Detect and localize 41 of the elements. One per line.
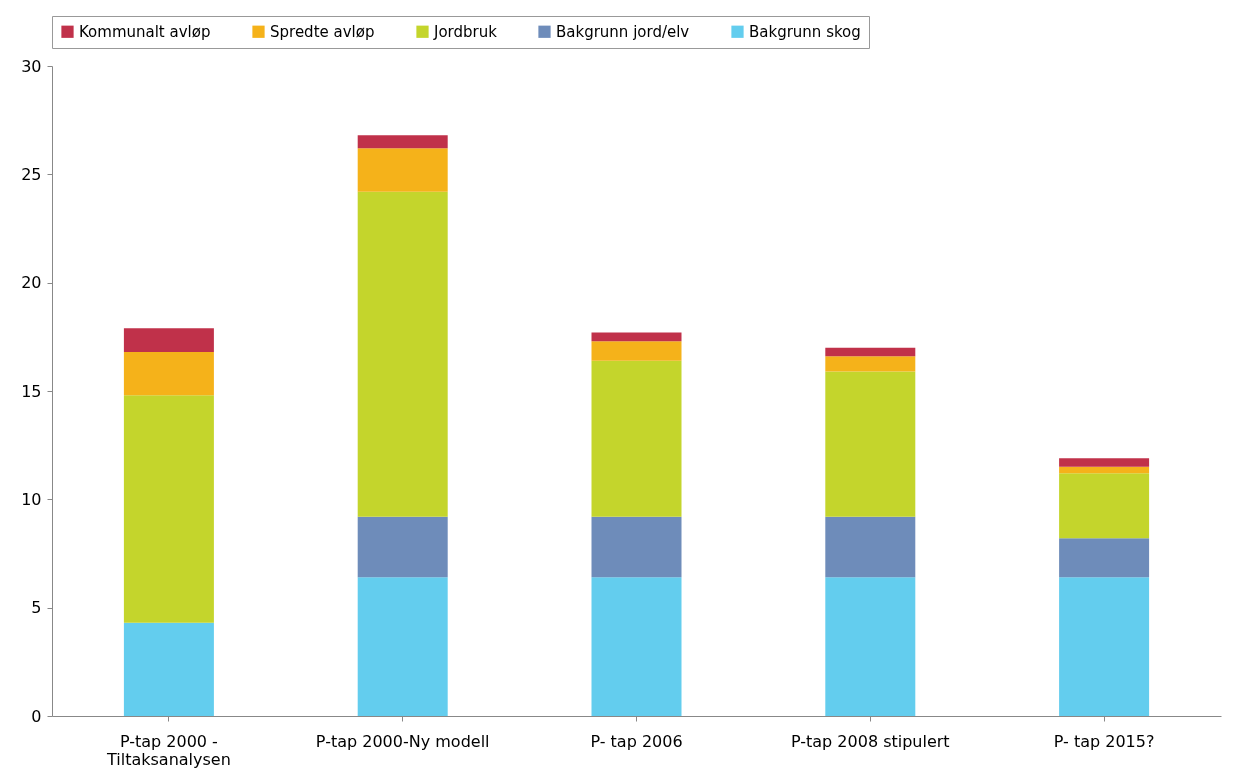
x-tick-label: P- tap 2015?	[1053, 731, 1155, 751]
bar	[825, 371, 916, 517]
bar	[357, 577, 448, 716]
bar	[591, 332, 682, 342]
bar	[357, 516, 448, 578]
bar	[1059, 458, 1150, 467]
x-tick-label: P-tap 2000-Ny modell	[315, 731, 490, 751]
y-tick-label: 20	[21, 273, 42, 293]
bar	[825, 356, 916, 372]
bar	[357, 135, 448, 149]
bar	[1059, 577, 1150, 716]
bar	[825, 577, 916, 716]
bar	[825, 516, 916, 578]
y-tick-label: 15	[21, 381, 42, 401]
legend-label: Jordbruk	[433, 22, 498, 41]
bar	[123, 622, 214, 716]
legend-label: Spredte avløp	[270, 22, 375, 41]
bar	[123, 395, 214, 623]
bar	[1059, 473, 1150, 539]
bar	[825, 347, 916, 357]
bar	[357, 191, 448, 517]
bar	[123, 352, 214, 396]
y-tick-label: 0	[31, 706, 42, 726]
y-tick-label: 10	[21, 489, 42, 509]
bar	[591, 360, 682, 517]
bar	[591, 577, 682, 716]
legend-label: Bakgrunn jord/elv	[556, 22, 690, 41]
bar	[1059, 538, 1150, 578]
bar	[591, 341, 682, 361]
bar	[357, 148, 448, 192]
x-tick-label: P-tap 2000 - Tiltaksanalysen	[105, 731, 231, 769]
x-tick-label: P-tap 2008 stipulert	[790, 731, 950, 751]
bar	[1059, 466, 1150, 474]
legend-label: Kommunalt avløp	[79, 22, 211, 41]
bar	[591, 516, 682, 578]
x-tick-label: P- tap 2006	[590, 731, 683, 751]
bar	[123, 328, 214, 352]
y-tick-label: 30	[21, 56, 42, 76]
y-tick-label: 5	[31, 598, 42, 618]
legend-label: Bakgrunn skog	[749, 22, 861, 41]
y-tick-label: 25	[21, 164, 42, 184]
